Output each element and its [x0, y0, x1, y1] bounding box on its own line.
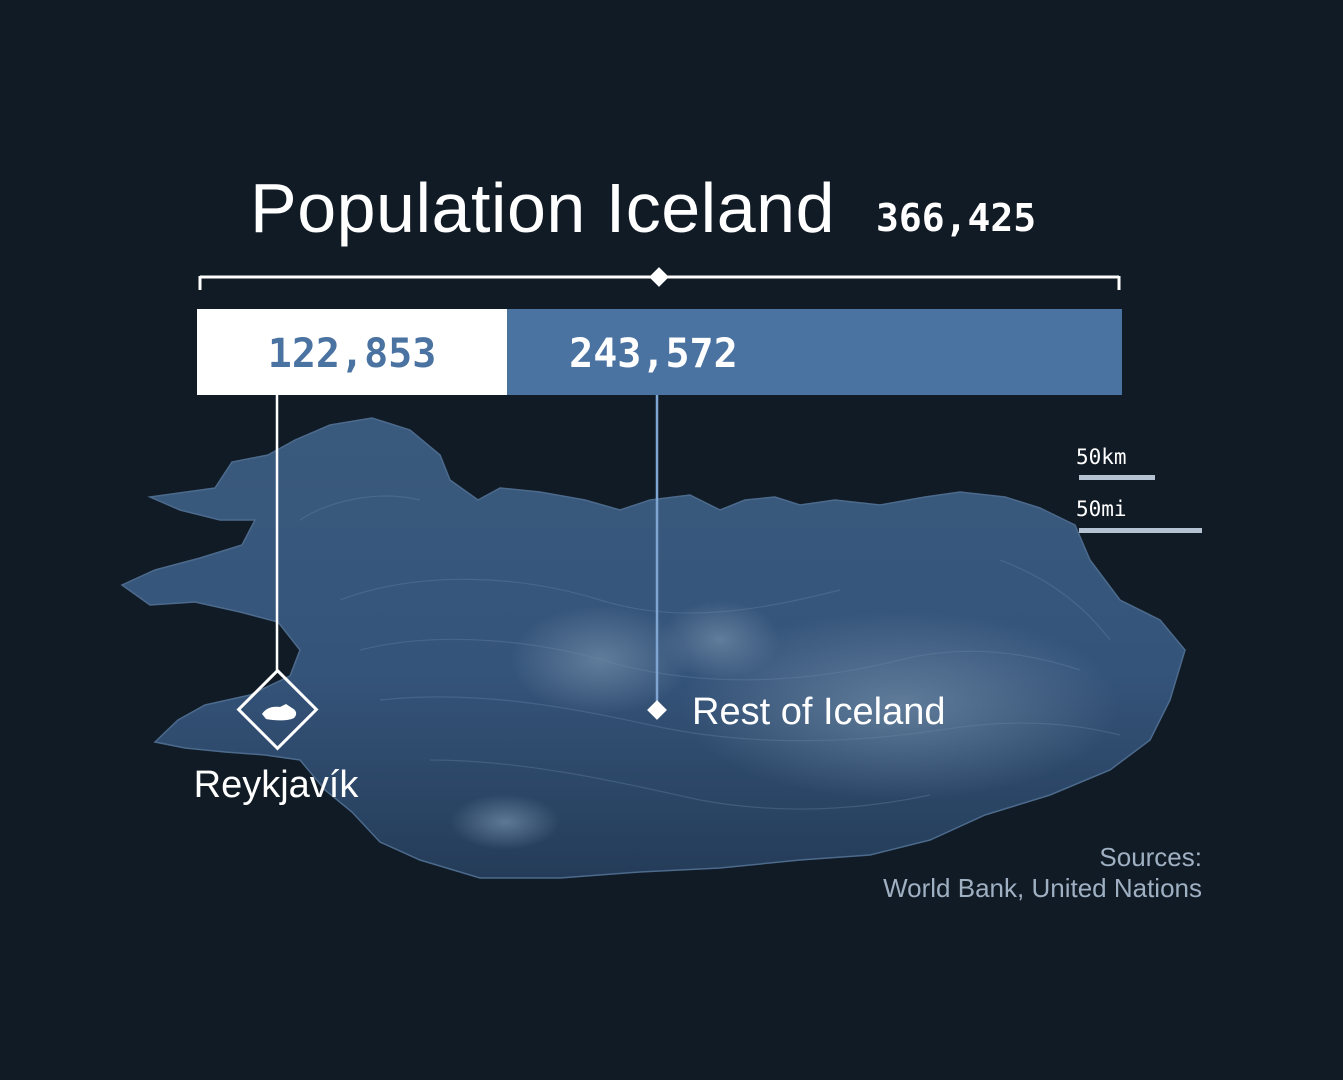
scale-km-label: 50km	[1076, 445, 1127, 469]
reykjavik-label: Reykjavík	[194, 764, 360, 806]
scale-mi-label: 50mi	[1076, 497, 1127, 521]
scale-km-bar	[1079, 475, 1155, 480]
bar-value-rest-of-iceland: 243,572	[569, 331, 738, 377]
scale-bar: 50km 50mi	[1076, 445, 1202, 533]
chart-title: Population Iceland	[250, 169, 835, 247]
bar-segment-reykjavik	[197, 309, 508, 395]
capital-city-diamond-icon	[236, 668, 319, 751]
rest-of-iceland-diamond	[647, 700, 667, 720]
population-bar: 122,853 243,572	[197, 309, 1122, 395]
glacier-langjokull	[510, 605, 690, 715]
glacier-myrdalsjokull	[450, 794, 560, 850]
glacier-hofsjokull	[660, 600, 780, 680]
bracket-center-diamond	[649, 267, 669, 287]
sources-heading: Sources:	[1099, 842, 1202, 872]
total-population: 366,425	[876, 196, 1036, 240]
rest-of-iceland-label: Rest of Iceland	[692, 691, 945, 733]
iceland-map	[120, 417, 1186, 879]
sources-text: World Bank, United Nations	[883, 873, 1202, 903]
glacier-vatnajokull	[680, 610, 1120, 800]
scale-mi-bar	[1079, 528, 1202, 533]
bar-value-reykjavik: 122,853	[268, 331, 437, 377]
bar-segment-rest-of-iceland	[507, 309, 1122, 395]
terrain-contours	[299, 495, 1121, 810]
